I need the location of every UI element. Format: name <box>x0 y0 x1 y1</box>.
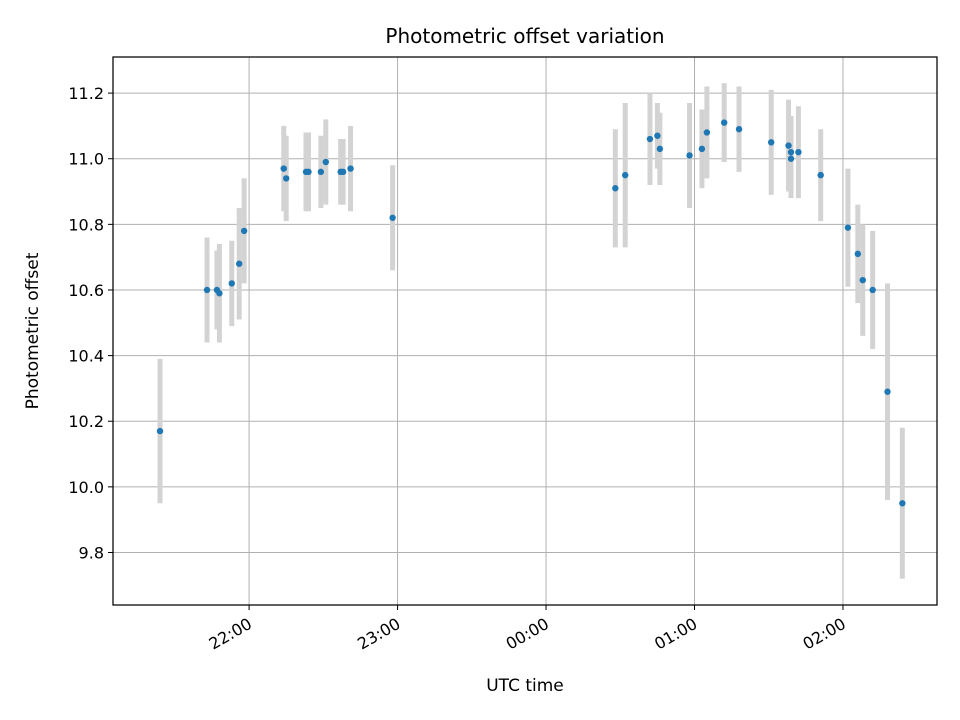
data-point <box>698 145 706 153</box>
y-tick-label: 10.0 <box>68 478 104 497</box>
x-axis-label: UTC time <box>486 676 564 696</box>
data-point <box>854 250 862 258</box>
data-point <box>787 155 795 162</box>
data-point <box>322 158 330 166</box>
data-point <box>768 139 775 146</box>
data-point <box>884 388 891 395</box>
data-point <box>156 427 164 435</box>
y-axis: 9.8 10.0 10.2 10.4 10.6 10.8 11.0 11.2 <box>68 84 113 562</box>
data-point <box>720 119 728 126</box>
data-point <box>899 500 906 507</box>
y-tick-label: 11.2 <box>68 84 104 103</box>
data-point <box>817 171 824 179</box>
data-point <box>612 185 619 192</box>
y-axis-label: Photometric offset <box>23 252 43 409</box>
data-point <box>622 171 629 179</box>
data-point <box>844 224 852 231</box>
data-point <box>216 290 223 297</box>
data-point <box>203 286 211 294</box>
data-point <box>283 175 290 182</box>
data-point <box>280 165 287 172</box>
chart-title: Photometric offset variation <box>385 24 664 48</box>
data-point <box>339 168 347 176</box>
data-point <box>317 168 325 176</box>
data-point <box>235 260 243 267</box>
data-point <box>735 125 743 133</box>
data-point <box>686 152 693 159</box>
y-tick-label: 10.2 <box>68 412 104 431</box>
y-tick-label: 10.8 <box>68 215 104 234</box>
data-point <box>787 148 795 156</box>
data-point <box>646 135 654 143</box>
y-tick-label: 10.4 <box>68 347 104 366</box>
data-point <box>305 168 312 176</box>
y-tick-label: 10.6 <box>68 281 104 300</box>
data-point <box>240 227 248 235</box>
plot-frame <box>112 56 938 606</box>
data-point <box>656 145 664 153</box>
y-tick-label: 9.8 <box>79 543 104 562</box>
data-point <box>795 148 802 156</box>
data-points <box>156 119 906 507</box>
data-point <box>228 280 235 287</box>
data-point <box>859 276 866 284</box>
data-point <box>869 286 876 294</box>
data-point <box>347 165 354 172</box>
data-point <box>389 214 396 221</box>
data-point <box>654 132 661 139</box>
data-point <box>703 129 711 136</box>
grid <box>113 57 937 605</box>
y-tick-label: 11.0 <box>68 150 104 169</box>
data-point <box>785 142 792 149</box>
